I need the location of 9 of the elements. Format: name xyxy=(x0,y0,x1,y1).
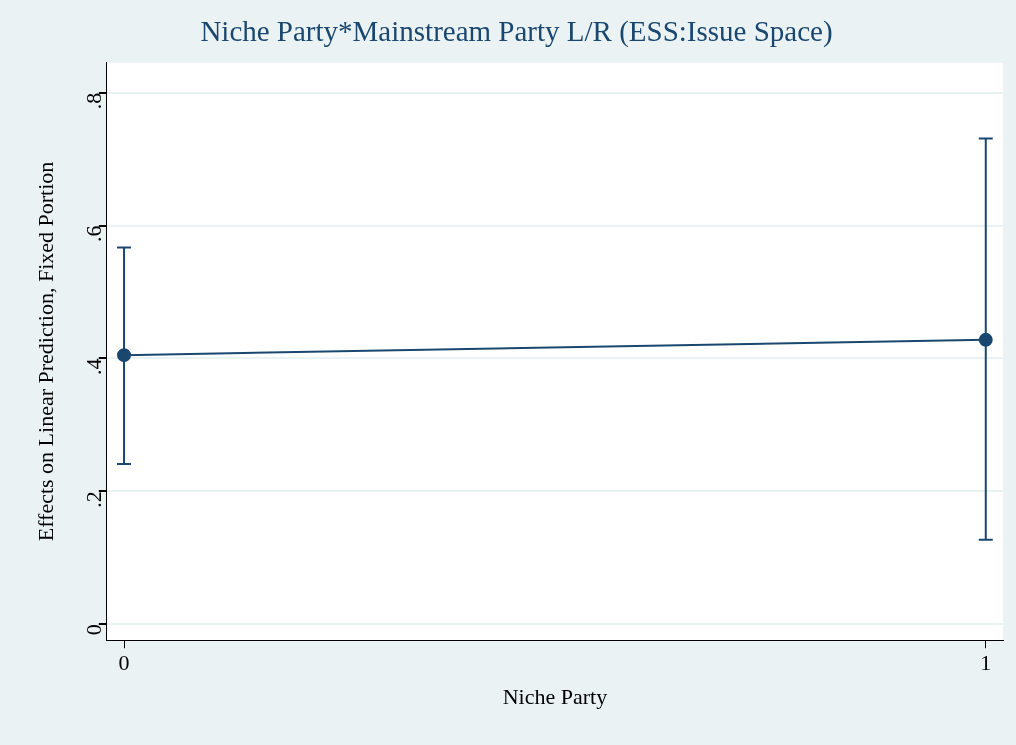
y-axis-title: Effects on Linear Prediction, Fixed Portion xyxy=(32,161,58,542)
y-tick-label: .6 xyxy=(80,225,106,243)
x-axis-title: Niche Party xyxy=(502,683,608,709)
y-tick-label: .2 xyxy=(80,491,106,508)
y-tick-label: .4 xyxy=(80,358,106,375)
x-tick-label: 1 xyxy=(980,650,992,676)
y-tick-label: .8 xyxy=(80,92,106,110)
y-tick-label: 0 xyxy=(80,624,106,636)
chart-title: Niche Party*Mainstream Party L/R (ESS:Issue Space) xyxy=(200,15,833,49)
